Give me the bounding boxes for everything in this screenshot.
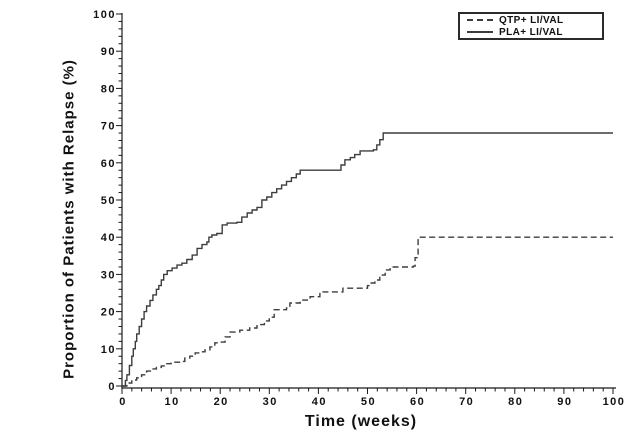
tick-marks — [116, 13, 614, 394]
y-tick-label: 80 — [101, 83, 116, 95]
y-tick-label: 50 — [101, 195, 116, 207]
y-tick-label: 30 — [101, 269, 116, 281]
legend-item-pla: PLA+ LI/VAL — [467, 27, 597, 38]
axes — [121, 13, 616, 389]
x-axis-title: Time (weeks) — [304, 413, 418, 430]
y-axis-title: Proportion of Patients with Relapse (%) — [60, 59, 78, 379]
x-tick-label: 10 — [164, 396, 179, 408]
dashed-line-icon — [467, 19, 493, 21]
x-tick-label: 20 — [214, 396, 229, 408]
solid-line-icon — [467, 31, 493, 33]
y-tick-label: 0 — [108, 381, 116, 393]
y-tick-label: 40 — [101, 232, 116, 244]
legend-label-pla: PLA+ LI/VAL — [499, 26, 563, 38]
y-tick-label: 100 — [93, 9, 116, 21]
x-tick-label: 90 — [557, 396, 572, 408]
x-tick-label: 100 — [603, 396, 626, 408]
x-tick-label: 70 — [459, 396, 474, 408]
legend-label-qtp: QTP+ LI/VAL — [499, 14, 564, 26]
tick-labels: 0 10 20 30 40 50 60 70 80 90 100 0 10 20 30 40 50 60 70 80 9… — [93, 9, 626, 408]
y-tick-label: 60 — [101, 158, 116, 170]
x-tick-label: 0 — [119, 396, 127, 408]
x-tick-label: 30 — [263, 396, 278, 408]
x-tick-label: 60 — [410, 396, 425, 408]
x-tick-label: 50 — [361, 396, 376, 408]
y-tick-label: 10 — [101, 344, 116, 356]
x-tick-label: 40 — [312, 396, 327, 408]
y-tick-label: 70 — [101, 121, 116, 133]
series-line-qtp — [122, 236, 613, 387]
series-line-pla — [122, 132, 613, 387]
y-tick-label: 20 — [101, 307, 116, 319]
x-tick-label: 80 — [508, 396, 523, 408]
y-tick-label: 90 — [101, 46, 116, 58]
legend: QTP+ LI/VAL PLA+ LI/VAL — [458, 12, 604, 40]
legend-item-qtp: QTP+ LI/VAL — [467, 15, 597, 26]
